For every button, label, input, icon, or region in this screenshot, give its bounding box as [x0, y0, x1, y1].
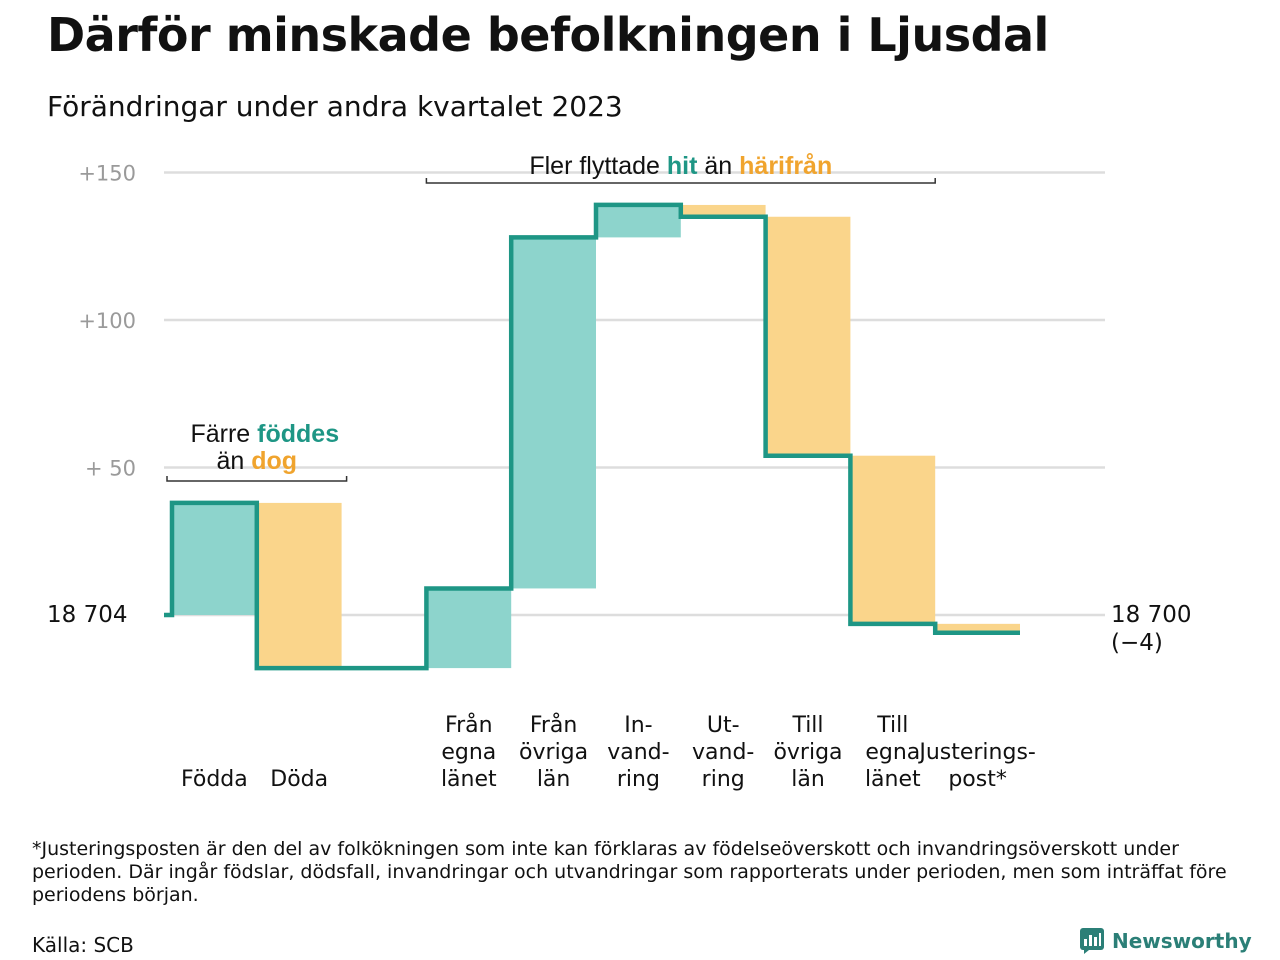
x-category-label: post* [948, 767, 1007, 792]
footnote: *Justeringsposten är den del av folkökni… [32, 838, 1227, 906]
annotation-births-line1: Färre föddes [190, 420, 339, 448]
x-category-label: ring [702, 767, 745, 792]
annotation-births-line2: än dog [217, 447, 298, 475]
annotation-bracket-migration [425, 178, 936, 184]
x-category-label: Ut- [707, 713, 740, 738]
x-category-label: övriga [773, 740, 842, 765]
annotation-bracket-births [166, 476, 348, 482]
newsworthy-icon [1080, 928, 1104, 954]
cumulative-step-line [164, 202, 1020, 671]
source-note: Källa: SCB [32, 933, 134, 957]
x-category-label: Döda [270, 767, 328, 792]
y-tick-label: + 50 [85, 457, 136, 481]
x-category-label: egna [865, 740, 920, 765]
bar-födda [172, 502, 257, 615]
bar-ut-vand-ring [680, 204, 766, 217]
x-category-label: Från [445, 712, 493, 738]
start-value-label: 18 704 [47, 602, 127, 628]
x-category-label: övriga [519, 740, 588, 765]
x-category-label: egna [441, 740, 496, 765]
bar-in-vand-ring [596, 204, 681, 238]
x-category-label: Födda [181, 767, 248, 792]
end-value-label: 18 700 [1111, 602, 1191, 628]
x-category-label: vand- [607, 740, 669, 765]
brand-name: Newsworthy [1112, 929, 1252, 953]
x-category-label: län [537, 767, 571, 792]
brand-logo: Newsworthy [1080, 928, 1252, 954]
x-category-label: länet [865, 767, 921, 792]
chart-subtitle: Förändringar under andra kvartalet 2023 [47, 90, 623, 123]
x-category-label: Till [876, 713, 908, 738]
bar-från-övriga-län [511, 237, 596, 589]
bar-justeringspost- [935, 623, 1020, 633]
chart-title: Därför minskade befolkningen i Ljusdal [47, 8, 1049, 62]
bar-från-egna-länet [426, 588, 512, 669]
x-category-label: län [791, 767, 825, 792]
x-category-label: Till [791, 713, 823, 738]
x-category-label: länet [441, 767, 497, 792]
bar-till-egna-länet [850, 455, 936, 624]
x-category-label: In- [624, 713, 652, 738]
end-change-label: (−4) [1111, 630, 1163, 656]
x-category-label: Från [530, 712, 578, 738]
annotation-migration: Fler flyttade hit än härifrån [529, 152, 832, 180]
x-category-label: vand- [692, 740, 754, 765]
x-category-label: ring [617, 767, 660, 792]
y-tick-label: +150 [78, 162, 136, 186]
bar-döda [256, 502, 342, 669]
x-category-label: Justerings- [917, 740, 1036, 765]
y-tick-label: +100 [78, 309, 136, 333]
bar-till-övriga-län [765, 216, 851, 456]
